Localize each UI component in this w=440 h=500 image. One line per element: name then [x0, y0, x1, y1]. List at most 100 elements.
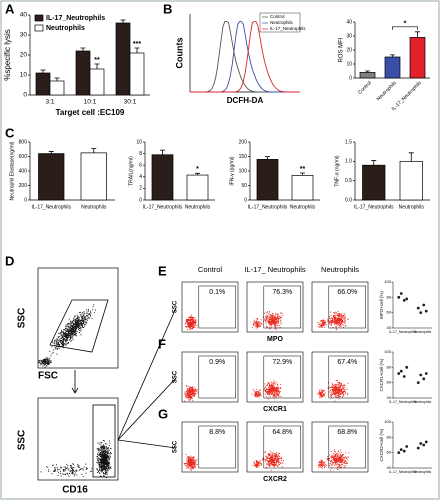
legend-swatch	[34, 14, 44, 22]
event-dot	[272, 319, 274, 322]
y-tick-label: 0	[349, 75, 352, 81]
event-dot	[78, 328, 80, 330]
event-dot	[45, 358, 47, 360]
event-dot	[347, 318, 349, 321]
event-dot	[57, 348, 59, 350]
event-dot	[265, 319, 267, 321]
event-dot	[189, 318, 191, 320]
event-dot	[195, 319, 197, 321]
event-dot	[82, 475, 84, 478]
event-dot	[73, 325, 75, 328]
event-dot	[194, 323, 197, 325]
event-dot	[189, 387, 192, 390]
event-dot	[71, 337, 73, 339]
event-dot	[65, 473, 67, 475]
event-dot	[59, 331, 61, 334]
event-dot	[321, 465, 323, 467]
event-dot	[329, 394, 331, 396]
event-dot	[78, 324, 80, 326]
event-dot	[332, 326, 334, 328]
event-dot	[190, 321, 192, 323]
event-dot	[341, 320, 343, 322]
event-dot	[194, 461, 196, 463]
event-dot	[273, 323, 275, 325]
event-dot	[340, 321, 342, 323]
plot-frame	[37, 397, 119, 481]
event-dot	[78, 327, 80, 329]
event-dot	[270, 454, 272, 456]
event-dot	[338, 390, 340, 392]
event-dot	[186, 460, 188, 462]
event-dot	[272, 386, 274, 388]
event-dot	[335, 391, 337, 393]
event-dot	[334, 386, 336, 388]
event-dot	[340, 384, 342, 387]
event-dot	[336, 386, 338, 388]
event-dot	[276, 325, 278, 327]
event-dot	[270, 384, 272, 386]
event-dot	[330, 314, 332, 316]
event-dot	[99, 467, 101, 469]
event-dot	[67, 331, 69, 333]
event-dot	[267, 398, 269, 400]
x-tick-label: Neutrophils	[413, 470, 431, 474]
bar	[291, 175, 314, 201]
event-dot	[347, 456, 350, 458]
event-dot	[69, 339, 71, 341]
event-dot	[102, 453, 104, 455]
event-dot	[277, 457, 279, 459]
event-dot	[63, 473, 65, 475]
event-dot	[61, 332, 63, 334]
event-dot	[106, 464, 109, 466]
event-dot	[55, 469, 57, 471]
event-dot	[338, 383, 340, 385]
event-dot	[53, 467, 55, 469]
event-dot	[59, 466, 62, 468]
event-dot	[273, 379, 275, 382]
event-dot	[184, 391, 186, 393]
event-dot	[267, 384, 269, 386]
event-dot	[254, 322, 256, 325]
event-dot	[266, 388, 268, 390]
event-dot	[100, 449, 102, 451]
event-dot	[190, 388, 192, 391]
event-dot	[98, 462, 100, 464]
event-dot	[334, 456, 336, 458]
y-tick-label: 1.0	[345, 159, 352, 165]
event-dot	[194, 465, 196, 467]
event-dot	[62, 337, 64, 339]
event-dot	[189, 392, 191, 394]
event-dot	[333, 311, 335, 314]
event-dot	[104, 473, 106, 475]
event-dot	[330, 388, 332, 390]
error-bar	[40, 69, 46, 73]
event-dot	[332, 387, 334, 389]
event-dot	[328, 317, 331, 319]
event-dot	[319, 326, 321, 328]
event-dot	[274, 390, 276, 393]
event-dot	[276, 318, 278, 320]
event-dot	[338, 457, 340, 459]
event-dot	[85, 323, 87, 325]
event-dot	[189, 316, 191, 318]
event-dot	[278, 319, 280, 321]
event-dot	[71, 330, 73, 332]
event-dot	[189, 320, 191, 322]
event-dot	[253, 461, 255, 463]
y-tick-label: 20	[346, 47, 352, 53]
event-dot	[323, 463, 325, 465]
event-dot	[346, 456, 348, 458]
event-dot	[71, 468, 73, 470]
event-dot	[334, 451, 336, 453]
event-dot	[265, 466, 267, 468]
event-dot	[332, 321, 334, 323]
event-dot	[333, 457, 336, 459]
event-dot	[71, 333, 73, 336]
event-dot	[274, 317, 276, 319]
event-dot	[80, 334, 82, 336]
event-dot	[194, 322, 196, 324]
event-dot	[101, 465, 103, 467]
event-dot	[190, 469, 193, 471]
event-dot	[101, 452, 103, 454]
event-dot	[186, 385, 188, 388]
